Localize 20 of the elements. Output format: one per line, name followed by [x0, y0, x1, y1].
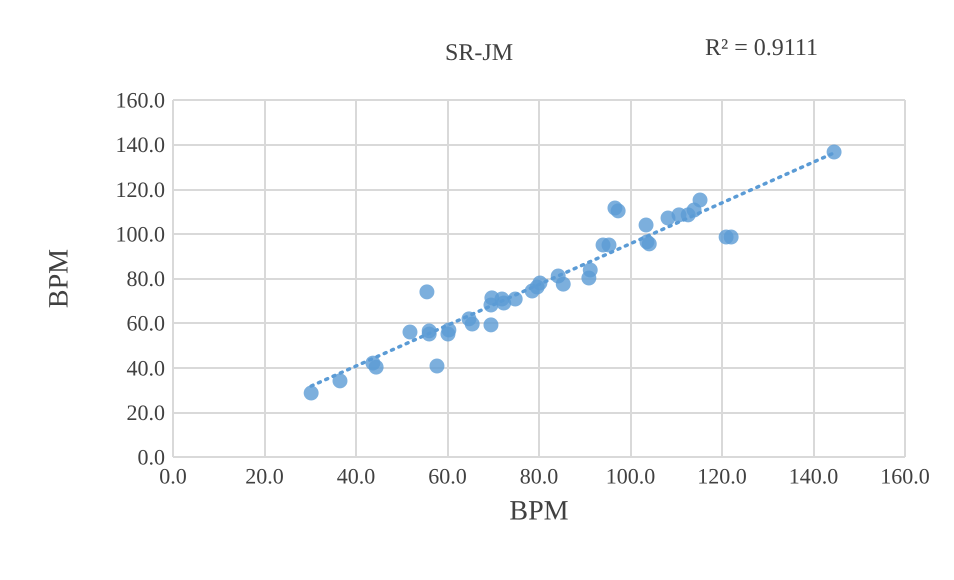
x-tick-label: 60.0 [428, 464, 467, 488]
text: R² = 0.9111 [705, 35, 818, 61]
chart-title: SR-JM [445, 40, 514, 66]
y-tick-label: 80.0 [126, 266, 165, 291]
x-tick-label: 160.0 [880, 464, 930, 488]
x-tick-label: 140.0 [788, 464, 838, 488]
y-tick-label: 40.0 [126, 355, 165, 380]
y-tick-label: 140.0 [116, 132, 165, 158]
x-tick-label: 20.0 [245, 464, 284, 488]
x-tick-label: 40.0 [336, 464, 376, 488]
y-tick-label: 100.0 [116, 221, 165, 246]
x-tick-label: 100.0 [606, 464, 656, 488]
x-tick-label: 120.0 [697, 464, 747, 488]
y-tick-label: 20.0 [126, 400, 165, 425]
y-tick-label: 120.0 [116, 176, 165, 202]
y-axis-title: BPM [44, 248, 74, 308]
x-axis-title: BPM [509, 496, 569, 526]
y-tick-label: 60.0 [126, 310, 165, 336]
y-tick-label: 160.0 [116, 88, 165, 112]
x-tick-label: 80.0 [520, 464, 558, 488]
